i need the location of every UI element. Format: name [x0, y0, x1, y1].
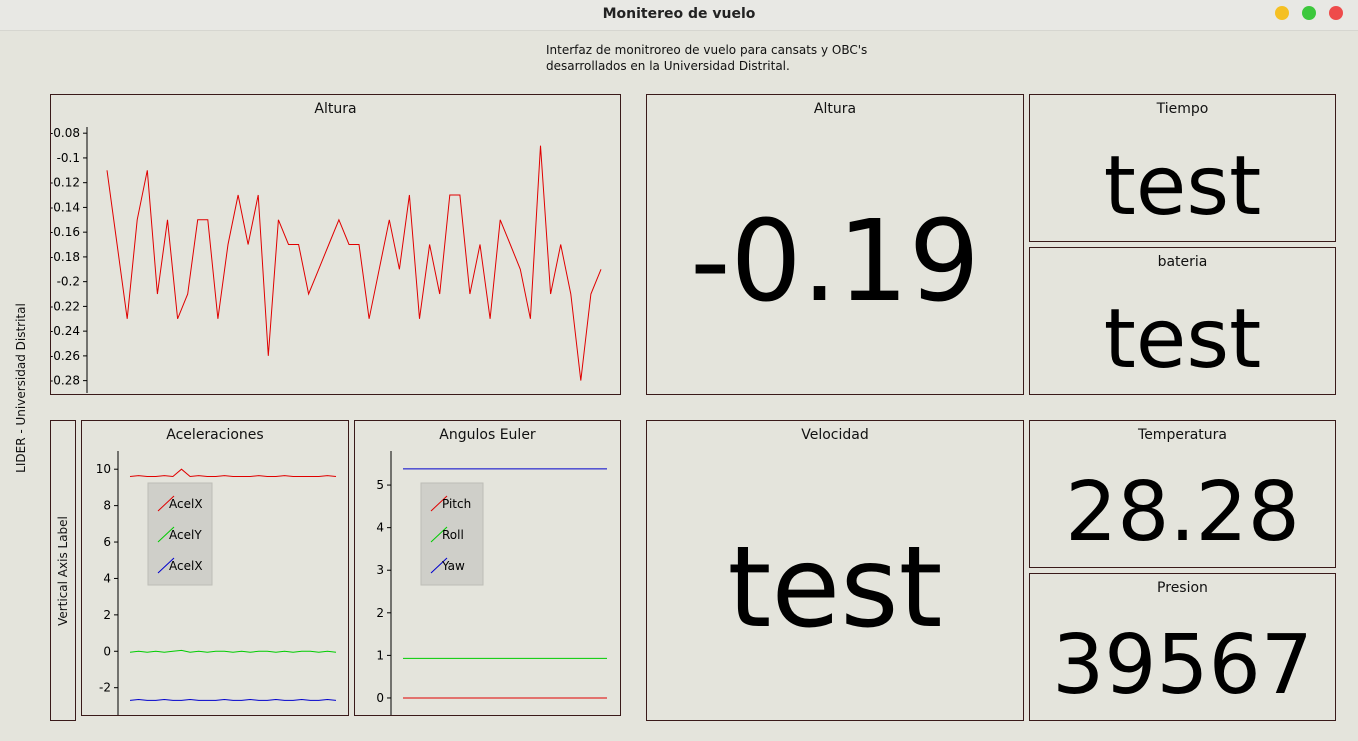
y-tick-label: -0.1	[57, 151, 80, 165]
y-tick-label: 1	[376, 648, 384, 662]
presion-display: Presion 39567	[1029, 573, 1336, 721]
y-tick-label: -0.22	[51, 299, 80, 313]
series-line-acely	[129, 649, 337, 653]
aceleraciones-chart-panel: Aceleraciones 10 8 6 4 2 0 -2 AcelX AcelY AcelX	[81, 420, 349, 716]
tiempo-display-value: test	[1103, 139, 1262, 234]
y-tick-label: 6	[103, 535, 111, 549]
y-tick-label: 2	[103, 608, 111, 622]
legend-box	[147, 482, 213, 586]
altura-chart-title: Altura	[314, 101, 357, 117]
altura-chart-panel: Altura -0.08 -0.1 -0.12 -0.14 -0.16 -0.18 -0.2…	[50, 94, 621, 395]
legend-label: Pitch	[442, 497, 471, 511]
temperatura-display-title: Temperatura	[1138, 427, 1227, 443]
tiempo-display-title: Tiempo	[1156, 101, 1209, 117]
legend-swatch	[430, 526, 448, 543]
y-tick-label: 4	[103, 571, 111, 585]
bateria-display-value: test	[1103, 292, 1262, 387]
vertical-axis-panel: Vertical Axis Label	[50, 420, 76, 721]
window-title: Monitereo de vuelo	[602, 6, 756, 22]
window-titlebar: Monitereo de vuelo	[0, 0, 1358, 31]
maximize-button[interactable]	[1302, 6, 1316, 20]
side-label: LIDER - Universidad Distrital	[14, 303, 28, 473]
legend-label: Yaw	[441, 559, 465, 573]
velocidad-display: Velocidad test	[646, 420, 1024, 721]
y-tick-label: 4	[376, 521, 384, 535]
minimize-button[interactable]	[1275, 6, 1289, 20]
legend-swatch	[430, 557, 448, 574]
y-tick-label: -0.12	[51, 176, 80, 190]
legend-box	[420, 482, 484, 586]
legend-swatch	[157, 526, 175, 543]
velocidad-display-value: test	[727, 523, 943, 653]
presion-display-value: 39567	[1052, 618, 1313, 713]
bateria-display-title: bateria	[1157, 254, 1208, 270]
subtitle-line-1: Interfaz de monitroreo de vuelo para can…	[546, 43, 868, 57]
y-tick-label: 8	[103, 499, 111, 513]
aceleraciones-chart-title: Aceleraciones	[166, 427, 264, 443]
altura-display-value: -0.19	[690, 197, 980, 327]
y-tick-label: -0.14	[51, 200, 80, 214]
y-tick-label: 0	[103, 644, 111, 658]
y-tick-label: 10	[96, 462, 111, 476]
close-button[interactable]	[1329, 6, 1343, 20]
y-tick-label: -0.26	[51, 349, 80, 363]
series-line-acelx	[129, 468, 337, 478]
tiempo-display: Tiempo test	[1029, 94, 1336, 242]
legend-label: Roll	[442, 528, 464, 542]
vertical-axis-label: Vertical Axis Label	[56, 516, 70, 626]
y-tick-label: -0.16	[51, 225, 80, 239]
angulos-euler-chart-panel: Angulos Euler 5 4 3 2 1 0 Pitch Roll Yaw	[354, 420, 621, 716]
chart-legend: AcelX AcelY AcelX	[147, 482, 213, 586]
series-line-acelx	[129, 698, 337, 701]
y-tick-label: -0.2	[57, 275, 80, 289]
y-tick-label: -0.08	[51, 126, 80, 140]
series-line-0	[106, 145, 602, 381]
presion-display-title: Presion	[1157, 580, 1208, 596]
legend-label: AcelY	[169, 528, 202, 542]
temperatura-display-value: 28.28	[1065, 465, 1300, 560]
legend-swatch	[157, 557, 175, 574]
temperatura-display: Temperatura 28.28	[1029, 420, 1336, 568]
angulos-euler-chart: 5 4 3 2 1 0 Pitch Roll Yaw	[376, 451, 607, 715]
y-tick-label: 5	[376, 478, 384, 492]
y-tick-label: -0.18	[51, 250, 80, 264]
angulos-euler-chart-title: Angulos Euler	[439, 427, 536, 443]
subtitle-line-2: desarrollados en la Universidad Distrita…	[546, 59, 790, 73]
bateria-display: bateria test	[1029, 247, 1336, 395]
legend-label: AcelX	[169, 559, 203, 573]
header-subtitle: Interfaz de monitroreo de vuelo para can…	[546, 42, 876, 74]
legend-swatch	[157, 495, 175, 512]
y-tick-label: 3	[376, 563, 384, 577]
altura-display: Altura -0.19	[646, 94, 1024, 395]
y-tick-label: 0	[376, 691, 384, 705]
y-tick-label: -0.24	[51, 324, 80, 338]
legend-label: AcelX	[169, 497, 203, 511]
y-tick-label: 2	[376, 606, 384, 620]
altura-display-title: Altura	[813, 101, 857, 117]
legend-swatch	[430, 495, 448, 512]
velocidad-display-title: Velocidad	[801, 427, 869, 443]
altura-chart: -0.08 -0.1 -0.12 -0.14 -0.16 -0.18 -0.2 -0.22 -0…	[51, 126, 602, 393]
aceleraciones-chart: 10 8 6 4 2 0 -2 AcelX AcelY AcelX	[96, 451, 337, 715]
y-tick-label: -2	[99, 681, 111, 695]
y-tick-label: -0.28	[51, 374, 80, 388]
chart-legend: Pitch Roll Yaw	[420, 482, 484, 586]
